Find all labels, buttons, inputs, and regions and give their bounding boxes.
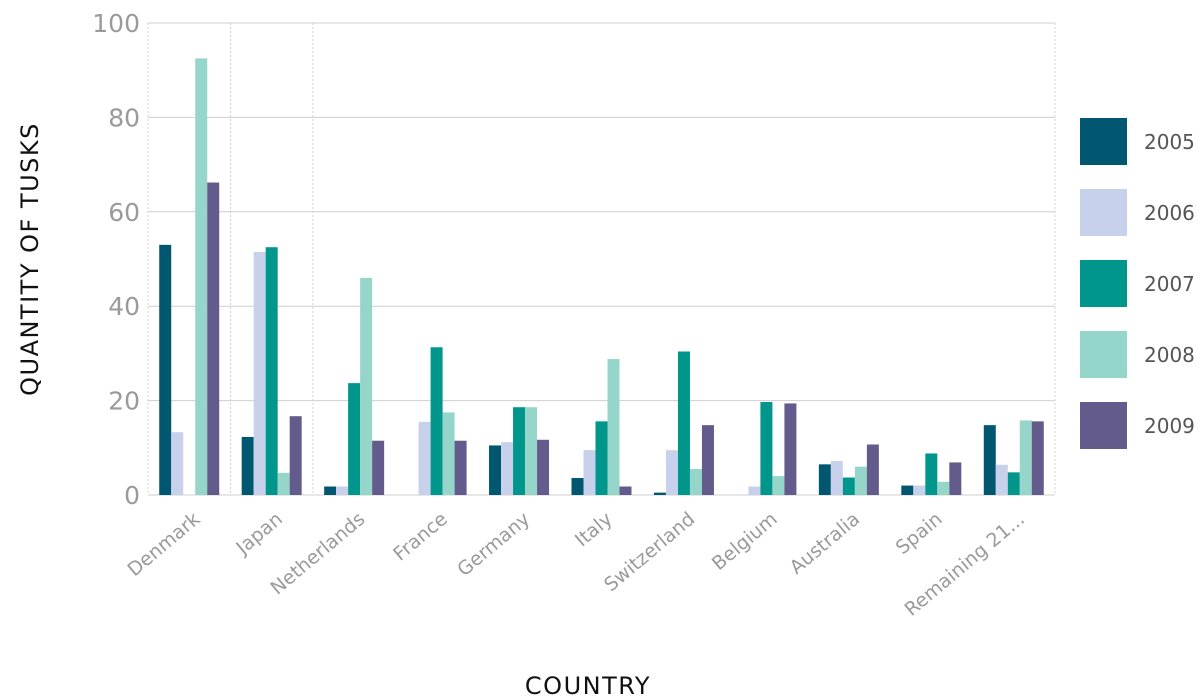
bar-2009-Australia: [866, 444, 879, 495]
bar-2007-France: [430, 347, 443, 495]
legend-label: 2007: [1144, 272, 1195, 296]
bar-2008-Australia: [854, 466, 867, 495]
bar-2005-Spain: [901, 485, 914, 495]
legend-swatch-2008: [1080, 331, 1127, 378]
bar-2005-Netherlands: [324, 486, 337, 495]
legend-swatch-2006: [1080, 189, 1127, 236]
x-tick-label: Spain: [892, 508, 947, 559]
bar-2009-Germany: [537, 439, 550, 495]
y-tick-label: 100: [92, 9, 140, 38]
x-tick-label: Denmark: [123, 508, 204, 581]
x-tick-label: Australia: [786, 508, 865, 579]
bar-2007-Switzerland: [677, 351, 690, 495]
legend-swatch-2007: [1080, 260, 1127, 307]
x-tick-label: Japan: [231, 508, 287, 560]
y-tick-label: 60: [108, 198, 140, 227]
y-tick-label: 0: [124, 481, 140, 510]
bar-2008-France: [442, 412, 455, 495]
bar-2007-Spain: [925, 453, 938, 495]
bar-2008-Remaining 21...: [1019, 420, 1032, 495]
bar-2006-Japan: [253, 251, 266, 495]
bar-2005-Japan: [241, 436, 254, 495]
legend-label: 2008: [1144, 343, 1195, 367]
y-tick-label: 20: [108, 387, 140, 416]
bar-2006-Belgium: [748, 486, 761, 495]
bar-2006-Remaining 21...: [995, 464, 1008, 495]
legend-label: 2006: [1144, 201, 1195, 225]
bar-2007-Japan: [265, 247, 278, 495]
legend-swatch-2005: [1080, 118, 1127, 165]
bar-2006-Germany: [501, 442, 514, 495]
bar-2005-Italy: [571, 478, 584, 495]
bar-2008-Germany: [525, 407, 538, 495]
bar-2005-Remaining 21...: [983, 425, 996, 495]
bar-2009-Italy: [619, 486, 632, 495]
bar-2008-Switzerland: [689, 469, 702, 495]
bar-2009-Denmark: [207, 182, 220, 495]
bars: [159, 58, 1044, 496]
bar-2007-Italy: [595, 421, 608, 495]
bar-2007-Netherlands: [348, 383, 361, 495]
y-axis-title: QUANTITY OF TUSKS: [16, 122, 44, 396]
bar-2007-Germany: [513, 407, 526, 495]
bar-2005-Switzerland: [653, 492, 666, 495]
y-tick-label: 80: [108, 103, 140, 132]
bar-2005-Australia: [818, 464, 831, 495]
bar-2008-Spain: [937, 481, 950, 495]
bar-2006-Netherlands: [336, 486, 349, 495]
bar-2007-Belgium: [760, 402, 773, 495]
legend: 2005 2006 2007 2008 2009: [1080, 118, 1195, 449]
y-axis-ticks: 0 20 40 60 80 100: [92, 9, 140, 510]
bar-2009-Spain: [949, 462, 962, 495]
bar-2009-Remaining 21...: [1031, 421, 1044, 495]
bar-2009-Belgium: [784, 403, 797, 495]
bar-2008-Japan: [277, 472, 290, 495]
bar-2007-Australia: [842, 477, 855, 495]
x-tick-label: Italy: [571, 508, 617, 551]
legend-label: 2005: [1144, 130, 1195, 154]
bar-2009-Switzerland: [701, 425, 714, 495]
bar-2005-Germany: [489, 445, 502, 495]
bar-2006-Australia: [830, 461, 843, 495]
bar-2007-Remaining 21...: [1007, 472, 1020, 495]
bar-2008-Italy: [607, 359, 620, 495]
bar-2009-Japan: [289, 416, 302, 495]
x-tick-label: Switzerland: [600, 508, 699, 596]
x-tick-label: Belgium: [708, 508, 782, 575]
x-axis-title: COUNTRY: [525, 672, 651, 698]
bar-2006-Switzerland: [665, 450, 678, 495]
bar-2006-France: [418, 421, 431, 495]
legend-swatch-2009: [1080, 402, 1127, 449]
x-tick-label: Germany: [453, 508, 534, 581]
gridlines: [147, 22, 1056, 496]
bar-2008-Netherlands: [360, 277, 373, 495]
bar-2008-Belgium: [772, 476, 785, 495]
bar-2006-Denmark: [171, 432, 184, 495]
x-tick-label: France: [389, 508, 452, 565]
bar-2009-Netherlands: [372, 440, 385, 495]
bar-2006-Spain: [913, 485, 926, 495]
bar-2008-Denmark: [195, 58, 208, 496]
bar-2006-Italy: [583, 450, 596, 495]
bar-2005-Denmark: [159, 244, 172, 495]
bar-2009-France: [454, 440, 467, 495]
y-tick-label: 40: [108, 292, 140, 321]
legend-label: 2009: [1144, 414, 1195, 438]
